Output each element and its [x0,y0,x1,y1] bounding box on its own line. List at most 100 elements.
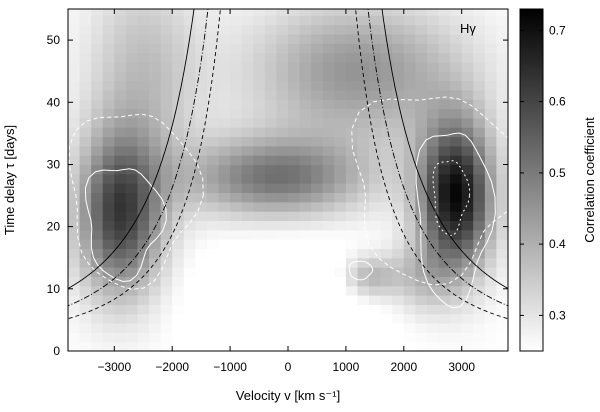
heatmap-cell [206,313,220,324]
heatmap-cell [79,145,92,156]
heatmap-cell [403,61,416,72]
heatmap-cell [160,145,173,156]
heatmap-cell [484,136,498,147]
heatmap-cell [288,9,301,16]
heatmap-cell [415,80,428,91]
heatmap-cell [264,276,278,287]
heatmap-cell [450,127,463,138]
heatmap-cell [322,295,335,305]
heatmap-cell [102,108,115,119]
heatmap-cell [450,285,463,296]
heatmap-cell [230,80,243,91]
heatmap-cell [461,313,474,324]
heatmap-cell [276,229,289,240]
heatmap-cell [160,183,173,194]
heatmap-cell [403,341,416,351]
heatmap-cell [484,164,498,175]
heatmap-cell [473,145,486,156]
heatmap-cell [276,341,289,351]
heatmap-cell [241,341,254,351]
heatmap-cell [172,341,185,351]
heatmap-cell [415,192,428,203]
heatmap-cell [484,332,498,343]
heatmap-cell [311,173,324,184]
heatmap-cell [183,145,196,156]
heatmap-cell [206,71,220,82]
heatmap-cell [415,164,428,175]
heatmap-cell [264,99,278,110]
x-axis-label: Velocity v [km s⁻¹] [236,388,340,403]
heatmap-cell [195,155,208,166]
heatmap-cell [160,341,173,351]
heatmap-cell [230,164,243,175]
heatmap-cell [91,136,104,147]
heatmap-cell [172,52,185,63]
heatmap-cell [264,239,278,249]
heatmap-cell [496,24,508,35]
heatmap-cell [473,313,486,324]
heatmap-cell [264,33,278,44]
panel-label: Hγ [460,21,476,36]
heatmap-cell [137,229,150,240]
colorbar [519,8,544,352]
heatmap-cell [461,332,474,343]
heatmap-cell [137,15,150,26]
heatmap-cell [473,155,486,166]
heatmap-cell [137,323,150,333]
heatmap-cell [137,33,150,44]
heatmap-cell [369,127,382,138]
heatmap-cell [149,295,162,305]
heatmap-cell [149,108,162,119]
heatmap-cell [392,127,405,138]
heatmap-cell [357,323,370,333]
heatmap-cell [79,33,92,44]
heatmap-cell [426,117,440,128]
heatmap-cell [357,295,370,305]
heatmap-cell [403,173,416,184]
heatmap-cell [102,15,115,26]
heatmap-cell [461,285,474,296]
heatmap-cell [253,239,266,249]
heatmap-cell [415,127,428,138]
heatmap-cell [496,80,508,91]
heatmap-cell [322,117,335,128]
heatmap-cell [473,80,486,91]
heatmap-cell [253,220,266,231]
heatmap-cell [380,145,393,156]
heatmap-cell [79,201,92,212]
heatmap-cell [79,155,92,166]
heatmap-cell [311,239,324,249]
heatmap-cell [484,313,498,324]
heatmap-cell [299,276,312,287]
heatmap-cell [183,295,196,305]
heatmap-cell [183,24,196,35]
heatmap-cell [264,211,278,222]
heatmap-cell [241,52,254,63]
heatmap-cell [68,9,81,16]
heatmap-cell [264,155,278,166]
heatmap-cell [369,267,382,277]
heatmap-cell [160,267,173,277]
heatmap-cell [183,257,196,268]
heatmap-cell [195,117,208,128]
heatmap-cell [403,164,416,175]
heatmap-cell [426,33,440,44]
heatmap-cell [79,341,92,351]
heatmap-cell [473,220,486,231]
heatmap-cell [403,276,416,287]
heatmap-cell [91,155,104,166]
heatmap-cell [125,145,139,156]
heatmap-cell [288,145,301,156]
heatmap-cell [426,192,440,203]
heatmap-cell [461,9,474,16]
heatmap-cell [496,71,508,82]
heatmap-cell [380,89,393,100]
heatmap-cell [450,257,463,268]
heatmap-cell [392,145,405,156]
heatmap-cell [322,267,335,277]
heatmap-cell [149,267,162,277]
heatmap-cell [450,220,463,231]
heatmap-cell [276,99,289,110]
heatmap-cell [461,239,474,249]
